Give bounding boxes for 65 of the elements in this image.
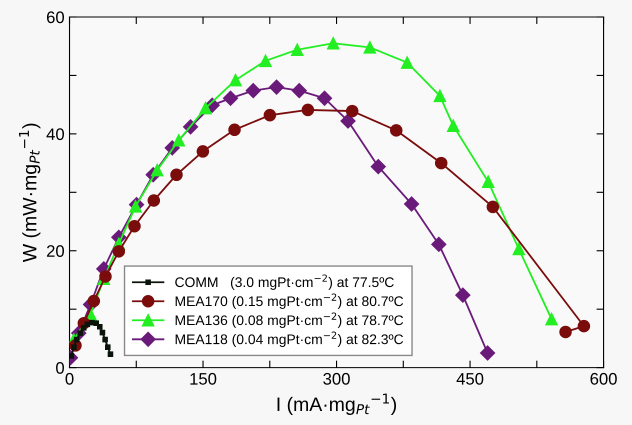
point xyxy=(264,108,276,122)
point xyxy=(512,242,526,256)
point xyxy=(99,270,112,283)
y-tick-label: 60 xyxy=(46,11,64,24)
x-tick-label: 600 xyxy=(590,372,617,385)
point xyxy=(578,320,590,332)
point xyxy=(370,159,386,174)
y-axis-title: W (mW·mg$_{Pt}$$^{−1}$) xyxy=(18,124,40,262)
point xyxy=(148,194,160,207)
point xyxy=(486,200,500,214)
legend-label: COMM (3.0 mgPt·cm$^{−2}$) at 77.5ºC xyxy=(175,274,394,290)
x-tick-label: 150 xyxy=(190,372,216,385)
point xyxy=(222,90,238,106)
point xyxy=(100,330,106,336)
point xyxy=(128,220,141,232)
point xyxy=(172,134,186,147)
point xyxy=(105,344,111,350)
point xyxy=(228,124,241,136)
point xyxy=(108,351,114,357)
point xyxy=(404,196,420,212)
point xyxy=(316,90,332,106)
point xyxy=(346,104,358,118)
point xyxy=(302,104,314,116)
legend-label: MEA136 (0.08 mgPt·cm$^{−2}$) at 78.7ºC xyxy=(176,312,404,328)
point xyxy=(364,41,376,54)
point xyxy=(268,80,284,95)
point xyxy=(482,176,494,188)
point xyxy=(400,56,414,69)
point xyxy=(434,90,446,102)
point xyxy=(129,200,142,213)
point xyxy=(93,320,99,326)
point xyxy=(229,74,242,86)
point xyxy=(199,102,212,114)
x-tick-label: 300 xyxy=(323,372,350,385)
point xyxy=(74,336,80,342)
point xyxy=(112,245,126,258)
point xyxy=(480,345,496,361)
point xyxy=(455,288,470,303)
x-tick-label: 450 xyxy=(456,372,484,385)
x-axis-title: I (mA·mg$_{Pt}$$^{−1}$) xyxy=(278,394,396,415)
point xyxy=(559,326,572,338)
point xyxy=(290,43,304,56)
point xyxy=(434,156,448,170)
point xyxy=(97,324,103,330)
y-tick-label: 0 xyxy=(56,362,64,374)
legend-label: MEA118 (0.04 mgPt·cm$^{−2}$) at 82.3ºC xyxy=(176,332,404,347)
y-tick-label: 40 xyxy=(46,128,64,140)
point xyxy=(170,168,183,182)
point xyxy=(88,294,100,308)
point xyxy=(340,113,356,129)
point xyxy=(431,236,446,252)
point xyxy=(326,37,340,50)
point xyxy=(292,83,307,98)
point xyxy=(545,312,558,326)
y-tick-label: 20 xyxy=(46,245,64,257)
point xyxy=(259,54,272,68)
point xyxy=(84,322,90,328)
legend-label: MEA170 (0.15 mgPt·cm$^{−2}$) at 80.7ºC xyxy=(176,293,404,309)
point xyxy=(196,145,210,158)
point xyxy=(102,336,108,342)
point xyxy=(446,119,460,132)
x-tick-label: 0 xyxy=(66,372,74,385)
point xyxy=(390,124,403,137)
point xyxy=(80,325,87,331)
point xyxy=(246,83,261,98)
